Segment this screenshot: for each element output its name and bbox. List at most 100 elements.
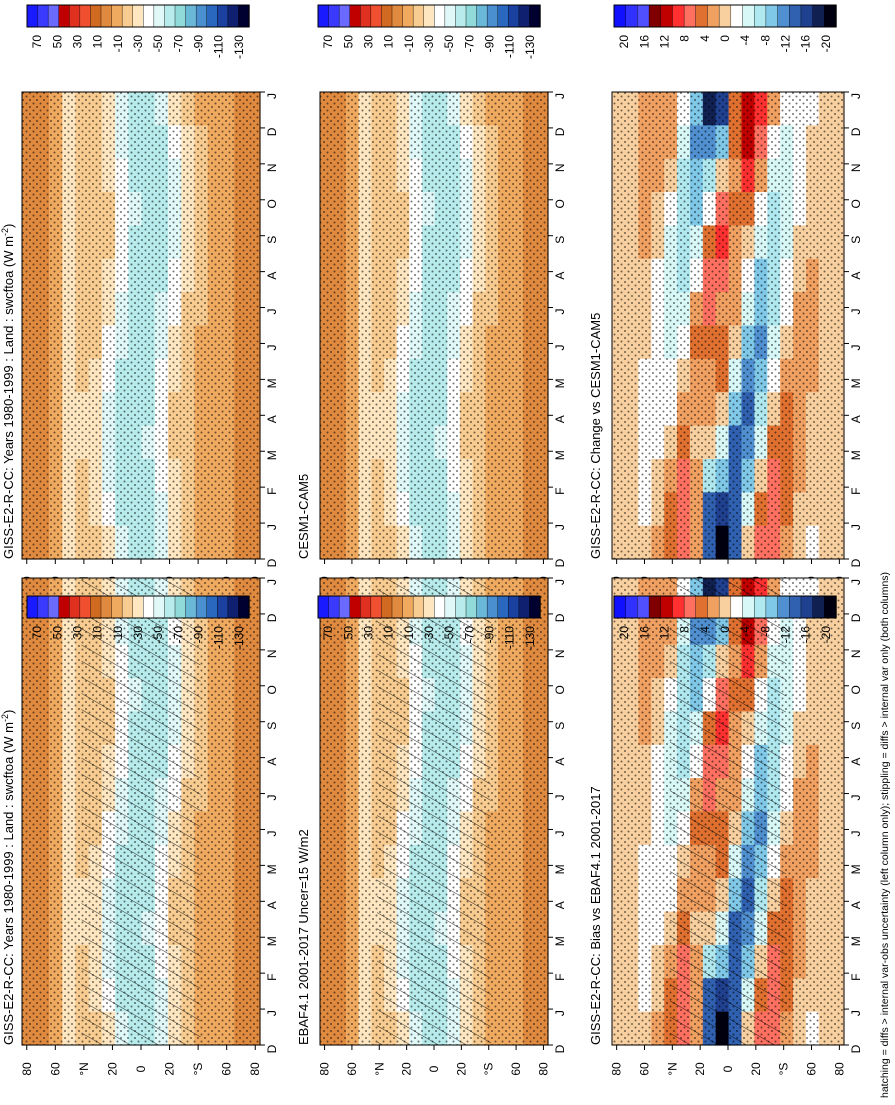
colorbar-swatch <box>518 595 531 619</box>
month-tick-label: J <box>265 93 279 99</box>
month-tick-label: S <box>265 236 279 244</box>
month-tick-label: M <box>553 450 567 460</box>
colorbar-swatch <box>26 595 39 619</box>
colorbar-swatch <box>660 4 674 28</box>
colorbar-swatch <box>695 595 709 619</box>
colorbar-swatch <box>423 4 435 28</box>
month-tick-label: N <box>265 650 279 659</box>
colorbar: 70 50 30 10 -10 -30 -50 -70 -90 -110 -130 <box>26 595 250 650</box>
month-tick-label: D <box>553 558 567 567</box>
colorbar-swatch <box>58 4 70 28</box>
month-tick-label: A <box>553 272 567 280</box>
colorbar-swatch <box>153 4 166 28</box>
colorbar-swatch <box>195 595 208 619</box>
month-tick-label: N <box>553 650 567 659</box>
colorbar-swatch <box>625 4 639 28</box>
month-tick-label: M <box>849 378 863 388</box>
colorbar-label: -110 <box>212 626 226 649</box>
colorbar-label: 70 <box>30 626 44 640</box>
month-tick-label: N <box>265 164 279 173</box>
month-tick-label: D <box>265 1044 279 1053</box>
month-tick-label: J <box>849 344 863 350</box>
colorbar-label: -4 <box>738 626 752 637</box>
colorbar-label: 20 <box>617 35 631 49</box>
colorbar-label: 8 <box>678 626 692 633</box>
colorbar-swatch <box>718 4 732 28</box>
month-tick-label: J <box>265 309 279 315</box>
colorbar-label: -20 <box>819 35 833 53</box>
colorbar-label: -90 <box>192 626 206 644</box>
colorbar: 20 16 12 8 4 0 -4 -8 -12 -16 -20 <box>613 595 837 644</box>
colorbar-swatch <box>518 4 531 28</box>
month-tick-label: M <box>553 378 567 388</box>
colorbar-swatch <box>613 595 627 619</box>
colorbar-swatch <box>486 4 499 28</box>
colorbar-label: 4 <box>698 35 712 42</box>
colorbar-label: 50 <box>50 35 64 49</box>
month-tick-label: J <box>265 795 279 801</box>
colorbar: 20 16 12 8 4 0 -4 -8 -12 -16 -20 <box>613 4 837 53</box>
colorbar-label: 12 <box>657 626 671 640</box>
month-tick-label: J <box>849 795 863 801</box>
colorbar-label: -20 <box>819 626 833 644</box>
colorbar-swatch <box>370 4 383 28</box>
lat-tick-label: 20 <box>749 1062 763 1076</box>
colorbar-label: 30 <box>70 626 84 640</box>
colorbar-swatch <box>695 4 709 28</box>
month-tick-label: D <box>265 558 279 567</box>
colorbar-swatch <box>648 595 662 619</box>
colorbar-swatch <box>730 4 744 28</box>
footnote: hatching = diffs > internal var-obs unce… <box>879 572 891 1098</box>
colorbar-swatch <box>100 595 113 619</box>
month-tick-label: A <box>265 758 279 766</box>
month-tick-label: D <box>849 127 863 136</box>
panel-3: DJFMAMJJASONDJ8060°N20020°S6080GISS-E2-R… <box>588 91 863 590</box>
colorbar-frame <box>613 595 837 619</box>
month-tick-label: J <box>265 344 279 350</box>
lat-tick-label: 60 <box>345 1062 359 1076</box>
colorbar-swatch <box>153 595 166 619</box>
month-tick-label: A <box>849 415 863 423</box>
lat-tick-label: °N <box>372 1062 386 1075</box>
month-tick-label: M <box>553 864 567 874</box>
month-tick-label: J <box>265 524 279 530</box>
month-tick-label: J <box>849 830 863 836</box>
colorbar-label: 10 <box>382 626 396 640</box>
colorbar-swatch <box>707 4 720 28</box>
colorbar-swatch <box>742 4 755 28</box>
month-tick-label: M <box>265 378 279 388</box>
month-tick-label: J <box>265 1010 279 1016</box>
stippling-overlay <box>22 92 260 559</box>
lat-tick-label: °S <box>482 1063 496 1076</box>
colorbar: 70 50 30 10 -10 -30 -50 -70 -90 -110 -130 <box>317 595 541 650</box>
month-tick-label: J <box>849 1010 863 1016</box>
colorbar-swatch <box>360 4 372 28</box>
colorbar-label: -8 <box>758 626 772 637</box>
colorbar-swatch <box>444 595 457 619</box>
colorbar-swatch <box>174 4 187 28</box>
month-tick-label: A <box>553 901 567 909</box>
colorbar-swatch <box>370 595 383 619</box>
month-tick-label: J <box>849 524 863 530</box>
colorbar-label: -90 <box>192 35 206 53</box>
colorbar-swatch <box>754 595 767 619</box>
month-tick-label: M <box>265 864 279 874</box>
colorbar-swatch <box>143 595 155 619</box>
hatching-overlay <box>377 578 491 1045</box>
colorbar-label: 10 <box>91 35 105 49</box>
colorbar-swatch <box>754 4 767 28</box>
colorbar-swatch <box>217 595 229 619</box>
lat-tick-label: 80 <box>832 1062 846 1076</box>
month-tick-label: F <box>265 487 279 494</box>
colorbar-label: 30 <box>361 626 375 640</box>
colorbar-swatch <box>37 595 49 619</box>
month-tick-label: D <box>849 1044 863 1053</box>
colorbar-swatch <box>26 4 39 28</box>
panel-4: D J F M A M J J A S O N D J 80 60 °N 20 0 20 °S 60 80 GISS-E2-R… <box>0 577 279 1076</box>
month-tick-label: M <box>553 936 567 946</box>
colorbar-swatch <box>195 4 208 28</box>
lat-tick-label: 0 <box>721 1065 735 1072</box>
month-tick-label: S <box>265 722 279 730</box>
colorbar-label: -10 <box>111 626 125 644</box>
